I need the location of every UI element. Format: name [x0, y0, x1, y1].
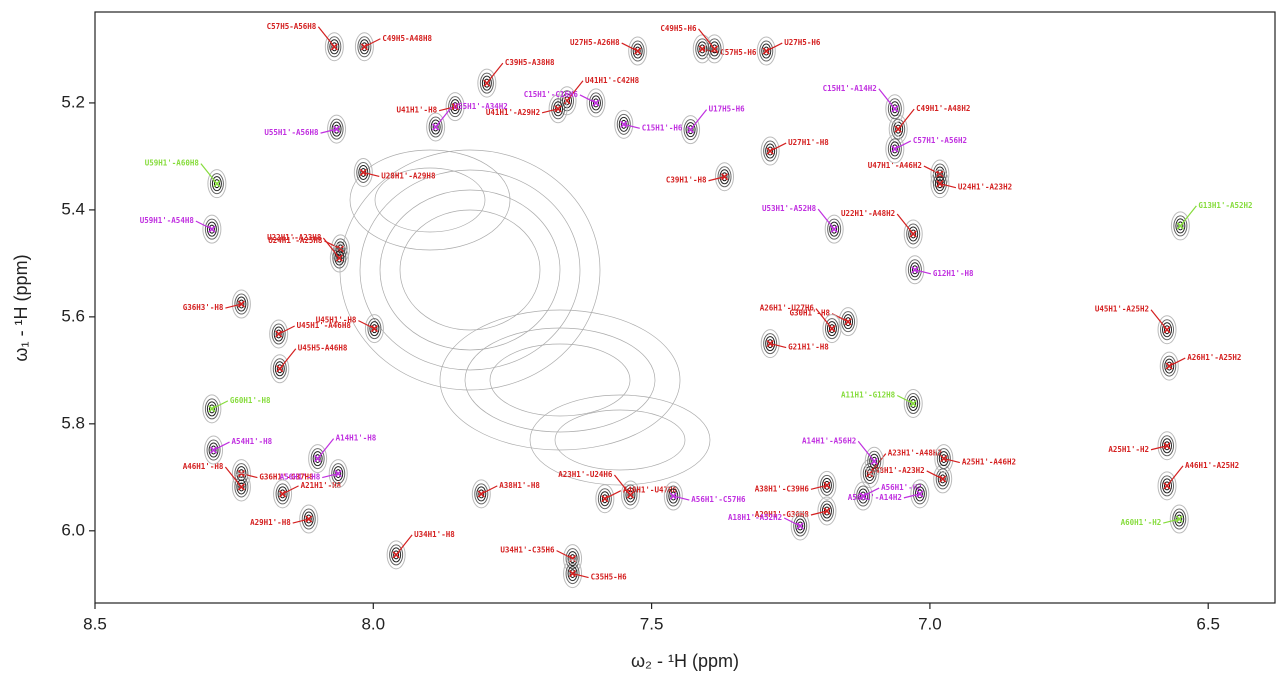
peak-label: U41H1'-C42H8	[585, 76, 640, 85]
peak-label: A56H1'-C57H6	[691, 495, 746, 504]
peak-label: C15H1'-H6	[642, 123, 683, 132]
y-tick-label: 5.2	[61, 92, 85, 111]
peak-label: A18H1'-A52H2	[728, 513, 782, 522]
peak-label: U27H5-A26H8	[570, 38, 620, 47]
peak-label: A29H1'-H8	[250, 518, 291, 527]
y-axis-label: ω₁ - ¹H (ppm)	[11, 254, 31, 361]
y-tick-label: 5.6	[61, 306, 85, 325]
x-tick-label: 8.5	[83, 614, 107, 633]
peak-label: U34H1'-C35H6	[500, 546, 555, 555]
peak-label: U55H1'-A34H2	[454, 102, 508, 111]
peak-label: A54H1'-H8	[232, 437, 273, 446]
peak-label: C49H1'-A48H2	[916, 104, 970, 113]
peak-label: A38H1'-C39H6	[755, 484, 810, 493]
peak-label: A56H1'-H8	[280, 473, 321, 482]
peaks: C57H5-A56H8 C49H5-A48H8 U41H1'-H8 U41H1'-C4…	[140, 22, 1253, 588]
peak-label: U34H1'-H8	[414, 530, 455, 539]
peak-label: A26H1'-A25H2	[1187, 353, 1241, 362]
peak-label: U59H1'-A60H8	[145, 159, 200, 168]
peak-label: A14H1'-H8	[336, 434, 377, 443]
y-tick-label: 5.4	[61, 199, 85, 218]
peak-label: C49H5-A48H8	[382, 34, 432, 43]
peak-label: A23H1'-U24H6	[558, 470, 613, 479]
peak-label: C49H5-H6	[660, 24, 697, 33]
peak-label: U53H1'-A52H8	[762, 204, 817, 213]
background-contours	[340, 150, 710, 485]
peak-label: C39H1'-H8	[666, 176, 707, 185]
peak-label: A38H1'-H8	[499, 481, 540, 490]
peak-label: G60H1'-H8	[230, 396, 271, 405]
peak-label: C57H5-A56H8	[267, 22, 317, 31]
peak-label: A25H1'-A46H2	[962, 458, 1016, 467]
peak-label: A23H1'-A48H2	[888, 449, 942, 458]
peak-label: G12H1'-H8	[933, 269, 974, 278]
peak-label: A56H1'-A14H2	[848, 493, 902, 502]
peak-label: U24H1'-A23H2	[958, 183, 1012, 192]
peak-label: G21H1'-H8	[788, 343, 829, 352]
x-tick-label: 7.0	[918, 614, 942, 633]
peak-label: U45H1'-A25H2	[1095, 305, 1149, 314]
peak-label: U55H1'-A56H8	[264, 128, 319, 137]
y-tick-label: 5.8	[61, 413, 85, 432]
x-tick-label: 7.5	[640, 614, 664, 633]
peak-label: A46H1'-H8	[183, 462, 224, 471]
peak-label: C39H5-A38H8	[505, 58, 555, 67]
chart: C57H5-A56H8 C49H5-A48H8 U41H1'-H8 U41H1'-C4…	[0, 0, 1277, 679]
peak-label: C15H1'-C16H6	[524, 90, 579, 99]
peak-label: U41H1'-H8	[396, 106, 437, 115]
peak-label: C57H1'-A56H2	[913, 136, 967, 145]
peak-label: A11H1'-G12H8	[841, 391, 896, 400]
y-tick-label: 6.0	[61, 520, 85, 539]
peak-label: A46H1'-A25H2	[1185, 461, 1239, 470]
peak-label: U59H1'-A54H8	[140, 216, 195, 225]
x-axis-label: ω₂ - ¹H (ppm)	[631, 651, 739, 671]
peak-label: A60H1'-H2	[1121, 518, 1162, 527]
peak-label: U22H1'-A48H2	[841, 209, 895, 218]
peak-label: C35H5-H6	[591, 573, 628, 582]
peak-label: A25H1'-H2	[1108, 445, 1149, 454]
peak-label: U27H5-H6	[784, 38, 821, 47]
peak-label: U27H1'-H8	[788, 138, 829, 147]
peak-label: U47H1'-A46H2	[868, 161, 922, 170]
peak-label: U22H1'-A23H8	[267, 233, 322, 242]
x-tick-label: 6.5	[1196, 614, 1220, 633]
peak-label: U17H5-H6	[709, 105, 746, 114]
peak-label: U28H1'-A29H8	[381, 171, 436, 180]
peak-label: A26H1'-U27H6	[760, 304, 815, 313]
peak-label: U45H5-A46H8	[298, 344, 348, 353]
peak-label: C15H1'-A14H2	[823, 84, 877, 93]
peak-label: U45H1'-H8	[316, 316, 357, 325]
peak-label: A14H1'-A56H2	[802, 436, 856, 445]
peak-label: G36H3'-H8	[183, 303, 224, 312]
peak-label: G13H1'-A52H2	[1198, 201, 1252, 210]
peak-label: C57H5-H6	[720, 48, 757, 57]
x-tick-label: 8.0	[361, 614, 385, 633]
